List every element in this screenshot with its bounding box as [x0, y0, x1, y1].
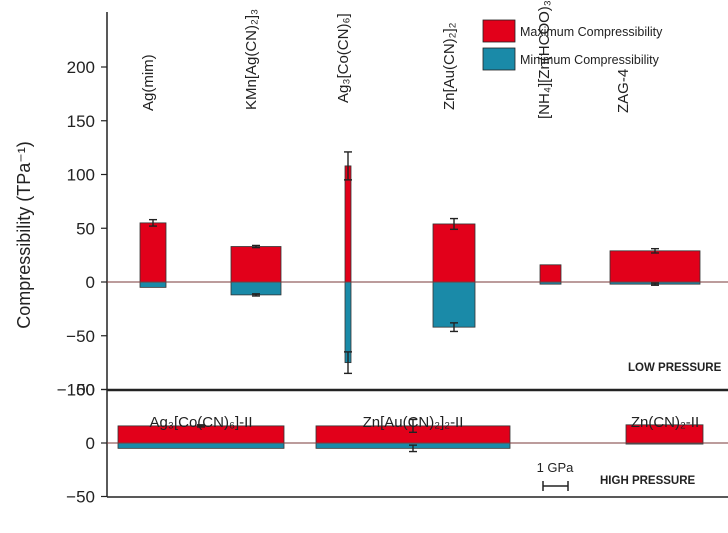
category-label: Zn[Au(CN)₂]₂	[441, 22, 458, 110]
y-tick-label-bottom: 50	[76, 381, 95, 400]
bar-min	[139, 281, 167, 288]
bar-max	[344, 165, 352, 283]
bar-max	[609, 250, 701, 283]
scale-bar-label: 1 GPa	[537, 460, 575, 475]
panel-label-high: HIGH PRESSURE	[600, 475, 696, 487]
bars-group	[117, 165, 704, 449]
category-label: Zn(CN)₂-II	[631, 414, 699, 431]
y-tick-label-top: 200	[67, 58, 95, 77]
category-label: [NH₄][Zn(HCOO)₃]	[536, 0, 553, 119]
y-tick-label-top: 50	[76, 219, 95, 238]
category-labels: Ag(mim) KMn[Ag(CN)₂]₃ Ag₃[Co(CN)₆] Zn[Au(CN…	[140, 0, 699, 431]
category-label: KMn[Ag(CN)₂]₃	[243, 9, 260, 110]
legend-max-swatch	[482, 19, 516, 43]
y-tick-label-top: 100	[67, 166, 95, 185]
y-tick-label-top: −50	[66, 327, 95, 346]
y-tick-label-top: 0	[86, 273, 95, 292]
bar-max	[230, 246, 282, 283]
y-tick-label-bottom: 0	[86, 434, 95, 453]
bar-min	[432, 281, 476, 328]
y-ticks: −100 −50 0 50 100 150 200 −50 0 50	[57, 58, 107, 507]
panel-label-low: LOW PRESSURE	[628, 362, 722, 374]
bar-min	[117, 442, 285, 449]
category-label: Ag₃[Co(CN)₆]-II	[149, 414, 252, 431]
category-label: Ag₃[Co(CN)₆]	[335, 13, 352, 103]
y-tick-label-top: 150	[67, 112, 95, 131]
legend: Maximum Compressibility Minimum Compress…	[482, 19, 663, 71]
bar-min	[344, 281, 352, 364]
scale-bar: 1 GPa	[537, 460, 575, 491]
bar-max	[539, 264, 562, 283]
y-tick-label-bottom: −50	[66, 488, 95, 507]
legend-max-label: Maximum Compressibility	[520, 25, 663, 39]
category-label: ZAG-4	[615, 69, 632, 113]
error-bars	[149, 151, 659, 453]
y-axis-title: Compressibility (TPa⁻¹)	[14, 141, 34, 329]
y-tick-label-top: −100	[57, 381, 95, 400]
category-label: Zn[Au(CN)₂]₂-II	[363, 414, 464, 431]
category-label: Ag(mim)	[140, 54, 157, 111]
zero-lines	[107, 281, 728, 444]
legend-min-label: Minimum Compressibility	[520, 53, 660, 67]
legend-min-swatch	[482, 47, 516, 71]
bar-min	[230, 281, 282, 296]
bar-max	[432, 223, 476, 283]
bar-max	[139, 222, 167, 283]
